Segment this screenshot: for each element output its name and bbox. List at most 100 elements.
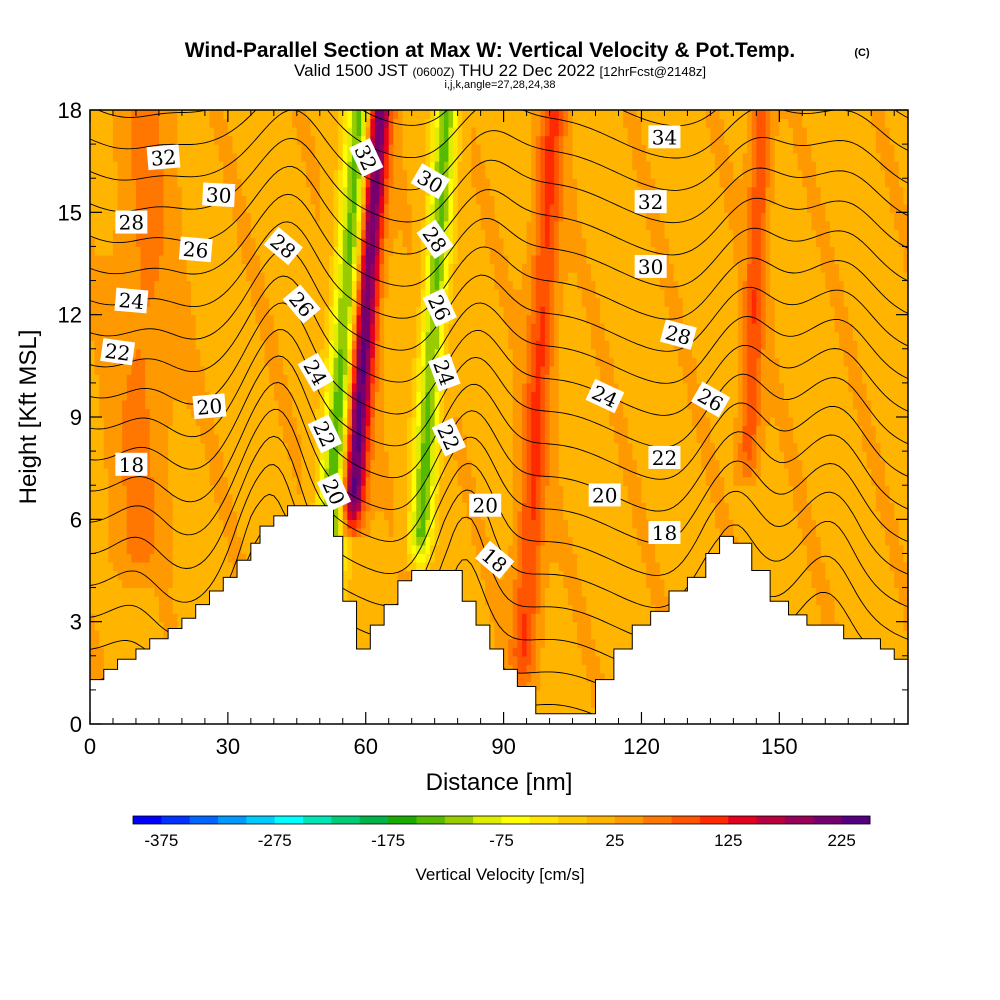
velocity-cell	[227, 527, 234, 537]
velocity-cell	[246, 186, 252, 196]
velocity-cell	[370, 613, 376, 623]
velocity-cell	[145, 229, 151, 239]
velocity-cell	[232, 561, 238, 572]
velocity-cell	[402, 570, 408, 580]
velocity-cell	[250, 314, 257, 324]
velocity-cell	[181, 110, 188, 120]
velocity-cell	[384, 110, 390, 120]
velocity-cell	[319, 459, 325, 469]
velocity-cell	[103, 536, 109, 546]
velocity-cell	[374, 357, 381, 367]
velocity-cell	[117, 374, 123, 384]
velocity-cell	[338, 237, 344, 248]
velocity-cell	[177, 340, 183, 350]
velocity-cell	[204, 135, 211, 145]
velocity-cell	[407, 570, 413, 580]
velocity-cell	[126, 553, 132, 563]
velocity-cell	[342, 186, 348, 196]
velocity-cell	[94, 272, 100, 282]
velocity-cell	[333, 212, 339, 222]
velocity-cell	[250, 485, 257, 495]
velocity-cell	[393, 519, 399, 529]
velocity-cell	[237, 178, 243, 188]
velocity-cell	[227, 169, 234, 179]
velocity-cell	[181, 579, 188, 589]
velocity-cell	[112, 186, 119, 196]
velocity-cell	[315, 237, 321, 248]
velocity-cell	[351, 382, 358, 393]
velocity-cell	[90, 144, 96, 154]
velocity-cell	[214, 323, 220, 333]
velocity-cell	[135, 391, 142, 401]
velocity-cell	[145, 630, 151, 640]
velocity-cell	[296, 229, 302, 239]
velocity-cell	[103, 434, 109, 444]
velocity-cell	[103, 561, 109, 572]
velocity-cell	[347, 579, 353, 589]
velocity-cell	[365, 323, 371, 333]
velocity-cell	[99, 280, 105, 290]
velocity-cell	[177, 178, 183, 188]
velocity-cell	[177, 510, 183, 520]
velocity-cell	[246, 417, 252, 427]
velocity-cell	[223, 144, 229, 154]
velocity-cell	[374, 220, 381, 230]
velocity-cell	[365, 340, 371, 350]
velocity-cell	[158, 425, 165, 435]
velocity-cell	[379, 297, 385, 307]
velocity-cell	[181, 186, 188, 196]
velocity-cell	[117, 425, 123, 435]
velocity-cell	[315, 280, 321, 290]
velocity-cell	[384, 374, 390, 384]
velocity-cell	[90, 459, 96, 469]
velocity-cell	[122, 434, 128, 444]
velocity-cell	[122, 331, 128, 341]
velocity-cell	[172, 340, 178, 350]
velocity-cell	[365, 272, 371, 282]
velocity-cell	[214, 110, 220, 120]
velocity-cell	[292, 186, 298, 196]
velocity-cell	[250, 527, 257, 537]
velocity-cell	[301, 144, 307, 154]
velocity-cell	[324, 237, 330, 248]
velocity-cell	[402, 391, 408, 401]
velocity-cell	[195, 323, 201, 333]
velocity-cell	[108, 246, 114, 256]
velocity-cell	[278, 161, 284, 171]
velocity-cell	[287, 348, 293, 358]
velocity-cell	[342, 553, 348, 563]
velocity-cell	[338, 357, 344, 367]
velocity-cell	[374, 169, 381, 179]
velocity-cell	[379, 510, 385, 520]
velocity-cell	[402, 306, 408, 316]
velocity-cell	[168, 493, 174, 503]
velocity-cell	[328, 135, 335, 145]
velocity-cell	[255, 127, 261, 137]
velocity-cell	[384, 348, 390, 358]
velocity-cell	[278, 357, 284, 367]
velocity-cell	[269, 340, 275, 350]
velocity-cell	[177, 621, 183, 631]
velocity-cell	[122, 561, 128, 572]
velocity-cell	[292, 357, 298, 367]
velocity-cell	[200, 510, 206, 520]
velocity-cell	[374, 195, 381, 205]
velocity-cell	[260, 178, 266, 188]
velocity-cell	[365, 613, 371, 623]
velocity-cell	[342, 348, 348, 358]
velocity-cell	[328, 297, 335, 307]
velocity-cell	[328, 391, 335, 401]
velocity-cell	[246, 144, 252, 154]
velocity-cell	[191, 476, 197, 486]
velocity-cell	[347, 280, 353, 290]
velocity-cell	[103, 272, 109, 282]
velocity-cell	[191, 604, 197, 614]
velocity-cell	[333, 246, 339, 256]
velocity-cell	[99, 144, 105, 154]
velocity-cell	[347, 527, 353, 537]
velocity-cell	[209, 425, 215, 435]
velocity-cell	[131, 280, 137, 290]
velocity-cell	[296, 127, 302, 137]
velocity-cell	[397, 212, 404, 222]
velocity-cell	[246, 127, 252, 137]
